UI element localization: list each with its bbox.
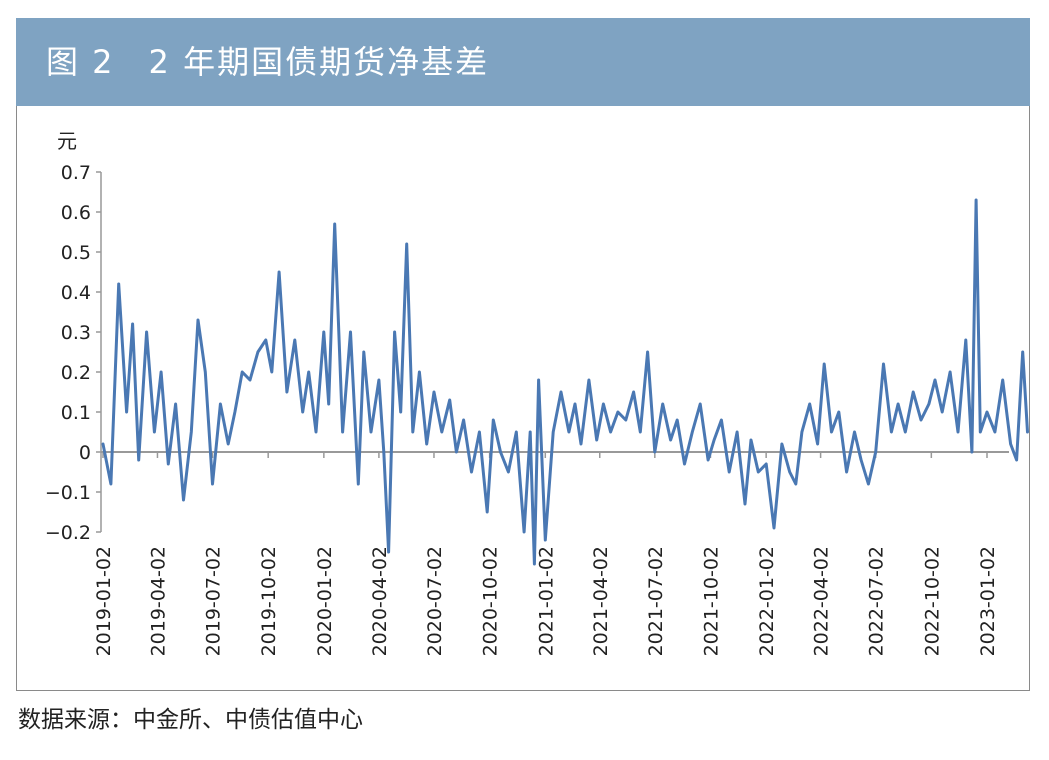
x-tick-label: 2021-10-02 <box>700 546 722 656</box>
y-tick-label: 0.3 <box>61 322 91 344</box>
x-tick-label: 2019-10-02 <box>258 546 280 656</box>
x-tick-label: 2020-04-02 <box>369 546 391 656</box>
x-tick-label: 2019-04-02 <box>147 546 169 656</box>
x-tick-label: 2023-01-02 <box>977 546 999 656</box>
y-tick-label: 0.5 <box>61 242 91 264</box>
y-tick-label: −0.2 <box>45 522 91 544</box>
x-tick-label: 2022-10-02 <box>921 546 943 656</box>
x-tick-label: 2021-04-02 <box>590 546 612 656</box>
title-band: 图 2 2 年期国债期货净基差 <box>16 18 1030 106</box>
y-unit-label: 元 <box>57 129 77 153</box>
y-tick-label: −0.1 <box>45 482 91 504</box>
y-tick-label: 0.2 <box>61 362 91 384</box>
chart-frame: −0.2 −0.1 0 0.1 0.2 0.3 0.4 0.5 0.6 0.7 元 2019-01-0… <box>16 106 1030 691</box>
y-tick-label: 0 <box>79 442 91 464</box>
x-tick-label: 2019-07-02 <box>203 546 225 656</box>
x-tick-label: 2022-07-02 <box>866 546 888 656</box>
chart-title: 图 2 2 年期国债期货净基差 <box>46 43 490 81</box>
y-tick-label: 0.4 <box>61 282 91 304</box>
data-source-note: 数据来源：中金所、中债估值中心 <box>18 707 363 733</box>
y-tick-label: 0.1 <box>61 402 91 424</box>
series-line <box>101 198 1029 566</box>
x-tick-label: 2020-07-02 <box>424 546 446 656</box>
y-tick-label: 0.7 <box>61 162 91 184</box>
x-tick-label: 2021-07-02 <box>645 546 667 656</box>
x-tick-label: 2020-01-02 <box>314 546 336 656</box>
x-tick-label: 2022-01-02 <box>756 546 778 656</box>
x-tick-label: 2021-01-02 <box>535 546 557 656</box>
x-tick-label: 2022-04-02 <box>811 546 833 656</box>
y-tick-label: 0.6 <box>61 202 91 224</box>
line-chart: −0.2 −0.1 0 0.1 0.2 0.3 0.4 0.5 0.6 0.7 元 2019-01-0… <box>45 129 1029 656</box>
x-tick-label: 2019-01-02 <box>93 546 115 656</box>
x-tick-label: 2020-10-02 <box>480 546 502 656</box>
